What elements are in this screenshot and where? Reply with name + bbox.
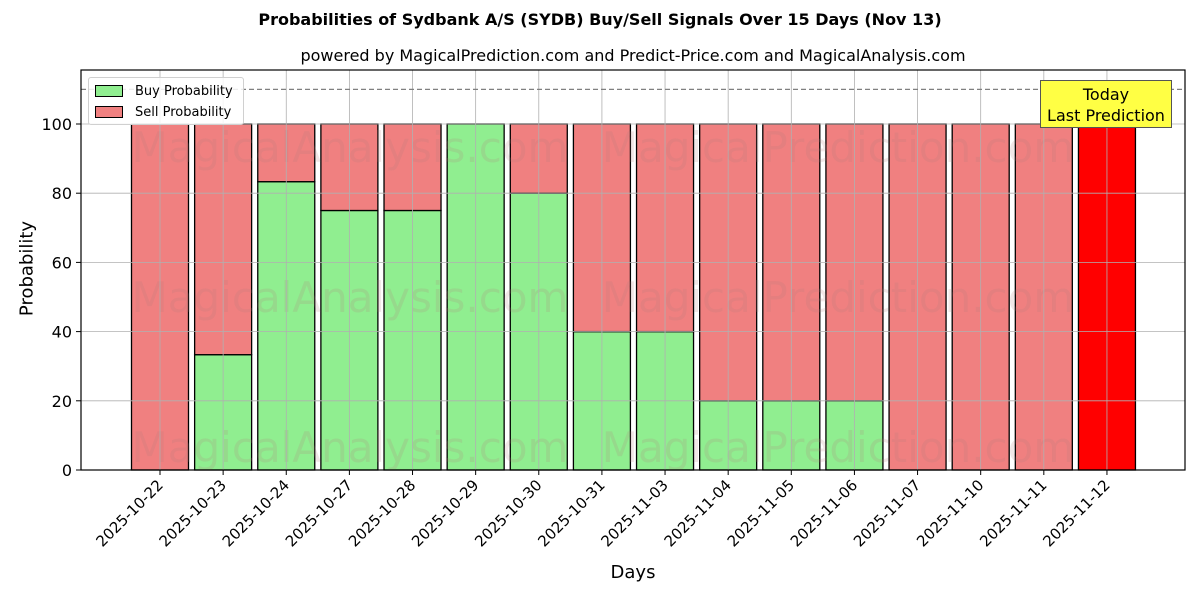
x-tick-label: 2025-10-29 <box>408 476 482 550</box>
today-line1: Today <box>1082 85 1130 104</box>
x-tick-label: 2025-11-10 <box>913 476 987 550</box>
y-tick-label: 20 <box>52 392 72 411</box>
legend-label-buy: Buy Probability <box>135 83 233 99</box>
plot-frame <box>80 69 1186 471</box>
y-tick-label: 60 <box>52 253 72 272</box>
x-tick-label: 2025-10-28 <box>345 476 419 550</box>
y-axis-label: Probability <box>16 220 38 317</box>
x-tick-label: 2025-11-03 <box>597 476 671 550</box>
x-axis-label: Days <box>610 562 656 583</box>
chart-subtitle: powered by MagicalPrediction.com and Pre… <box>300 46 966 65</box>
x-tick-label: 2025-10-24 <box>219 476 293 550</box>
x-tick-label: 2025-11-04 <box>661 476 735 550</box>
watermark-text: MagicalAnalysis.com <box>132 423 569 472</box>
buy-swatch-icon <box>95 85 123 97</box>
x-tick-label: 2025-11-12 <box>1039 476 1113 550</box>
x-tick-label: 2025-11-05 <box>724 476 798 550</box>
legend-label-sell: Sell Probability <box>135 104 232 120</box>
x-tick-label: 2025-10-22 <box>92 476 166 550</box>
today-line2: Last Prediction <box>1047 106 1165 125</box>
watermark-text: MagicalPrediction.com <box>602 123 1075 172</box>
y-tick-label: 0 <box>62 461 72 480</box>
x-tick-label: 2025-11-06 <box>787 476 861 550</box>
x-tick-label: 2025-10-31 <box>534 476 608 550</box>
y-tick-label: 100 <box>41 115 72 134</box>
legend-item-sell: Sell Probability <box>95 104 231 120</box>
watermark-text: MagicalPrediction.com <box>602 273 1075 322</box>
watermark-text: MagicalAnalysis.com <box>132 123 569 172</box>
x-tick-label: 2025-11-07 <box>850 476 924 550</box>
watermark-text: MagicalPrediction.com <box>602 423 1075 472</box>
x-tick-label: 2025-10-27 <box>282 476 356 550</box>
y-tick-label: 40 <box>52 323 72 342</box>
sell-swatch-icon <box>95 106 123 118</box>
chart-title: Probabilities of Sydbank A/S (SYDB) Buy/… <box>258 10 942 29</box>
y-tick-label: 80 <box>52 184 72 203</box>
today-annotation: Today Last Prediction <box>1040 80 1172 128</box>
legend-item-buy: Buy Probability <box>95 83 233 99</box>
legend: Buy Probability Sell Probability <box>88 77 244 125</box>
x-tick-label: 2025-11-11 <box>976 476 1050 550</box>
x-tick-label: 2025-10-23 <box>156 476 230 550</box>
x-tick-label: 2025-10-30 <box>471 476 545 550</box>
watermark-text: MagicalAnalysis.com <box>132 273 569 322</box>
